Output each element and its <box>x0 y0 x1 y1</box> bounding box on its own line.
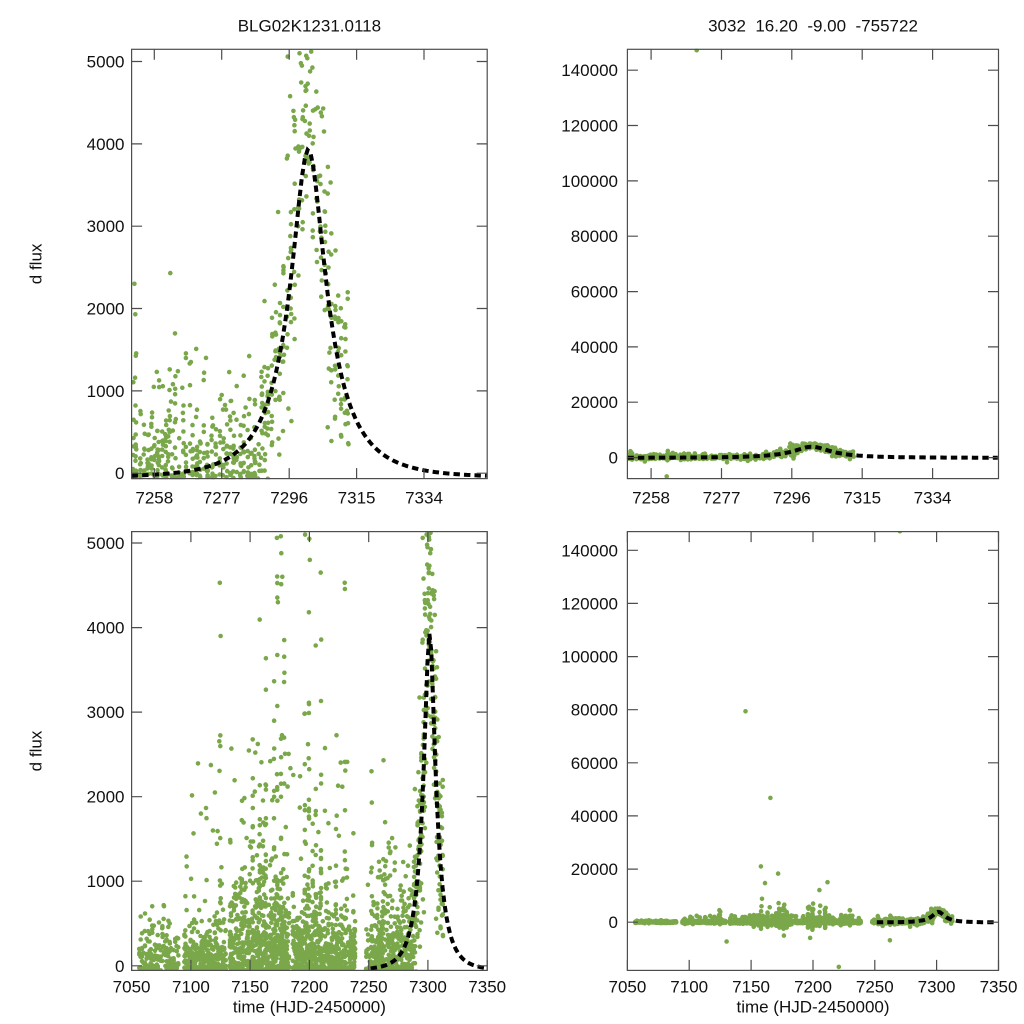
svg-text:0: 0 <box>609 913 618 932</box>
svg-text:2000: 2000 <box>87 300 125 319</box>
svg-text:7350: 7350 <box>468 978 506 997</box>
svg-text:7150: 7150 <box>231 978 269 997</box>
svg-text:d flux: d flux <box>27 730 46 771</box>
svg-text:100000: 100000 <box>561 648 618 667</box>
svg-text:7334: 7334 <box>405 489 443 508</box>
svg-text:7300: 7300 <box>409 978 447 997</box>
svg-text:7315: 7315 <box>843 489 881 508</box>
svg-text:60000: 60000 <box>571 754 618 773</box>
svg-text:7050: 7050 <box>608 978 646 997</box>
svg-text:3000: 3000 <box>87 703 125 722</box>
svg-text:7300: 7300 <box>918 978 956 997</box>
svg-text:7315: 7315 <box>338 489 376 508</box>
svg-text:7200: 7200 <box>290 978 328 997</box>
svg-text:7050: 7050 <box>113 978 151 997</box>
svg-text:7258: 7258 <box>632 489 670 508</box>
svg-text:120000: 120000 <box>561 594 618 613</box>
svg-text:7250: 7250 <box>856 978 894 997</box>
svg-text:40000: 40000 <box>571 807 618 826</box>
svg-text:4000: 4000 <box>87 619 125 638</box>
svg-text:7258: 7258 <box>135 489 173 508</box>
svg-text:5000: 5000 <box>87 534 125 553</box>
svg-text:7100: 7100 <box>172 978 210 997</box>
svg-text:0: 0 <box>609 449 618 468</box>
svg-text:3032 16.20 -9.00 -755722: 3032 16.20 -9.00 -755722 <box>708 17 918 36</box>
svg-text:0: 0 <box>115 464 124 483</box>
svg-text:7296: 7296 <box>270 489 308 508</box>
svg-text:7334: 7334 <box>914 489 952 508</box>
svg-text:time (HJD-2450000): time (HJD-2450000) <box>233 998 386 1017</box>
svg-text:40000: 40000 <box>571 338 618 357</box>
svg-text:time (HJD-2450000): time (HJD-2450000) <box>736 998 889 1017</box>
svg-text:3000: 3000 <box>87 217 125 236</box>
svg-text:7100: 7100 <box>670 978 708 997</box>
svg-text:d flux: d flux <box>27 243 46 284</box>
svg-text:7350: 7350 <box>980 978 1018 997</box>
svg-text:80000: 80000 <box>571 701 618 720</box>
svg-text:120000: 120000 <box>561 117 618 136</box>
svg-text:100000: 100000 <box>561 172 618 191</box>
svg-text:2000: 2000 <box>87 788 125 807</box>
svg-text:140000: 140000 <box>561 61 618 80</box>
svg-text:80000: 80000 <box>571 227 618 246</box>
svg-text:140000: 140000 <box>561 541 618 560</box>
svg-text:1000: 1000 <box>87 872 125 891</box>
svg-text:1000: 1000 <box>87 382 125 401</box>
svg-text:5000: 5000 <box>87 53 125 72</box>
svg-text:7277: 7277 <box>203 489 241 508</box>
svg-text:0: 0 <box>115 957 124 976</box>
svg-text:60000: 60000 <box>571 283 618 302</box>
svg-text:7277: 7277 <box>703 489 741 508</box>
svg-text:20000: 20000 <box>571 393 618 412</box>
svg-text:7250: 7250 <box>350 978 388 997</box>
svg-text:7200: 7200 <box>794 978 832 997</box>
svg-text:4000: 4000 <box>87 135 125 154</box>
svg-text:7296: 7296 <box>773 489 811 508</box>
svg-text:7150: 7150 <box>732 978 770 997</box>
svg-text:BLG02K1231.0118: BLG02K1231.0118 <box>238 17 381 36</box>
svg-text:20000: 20000 <box>571 860 618 879</box>
